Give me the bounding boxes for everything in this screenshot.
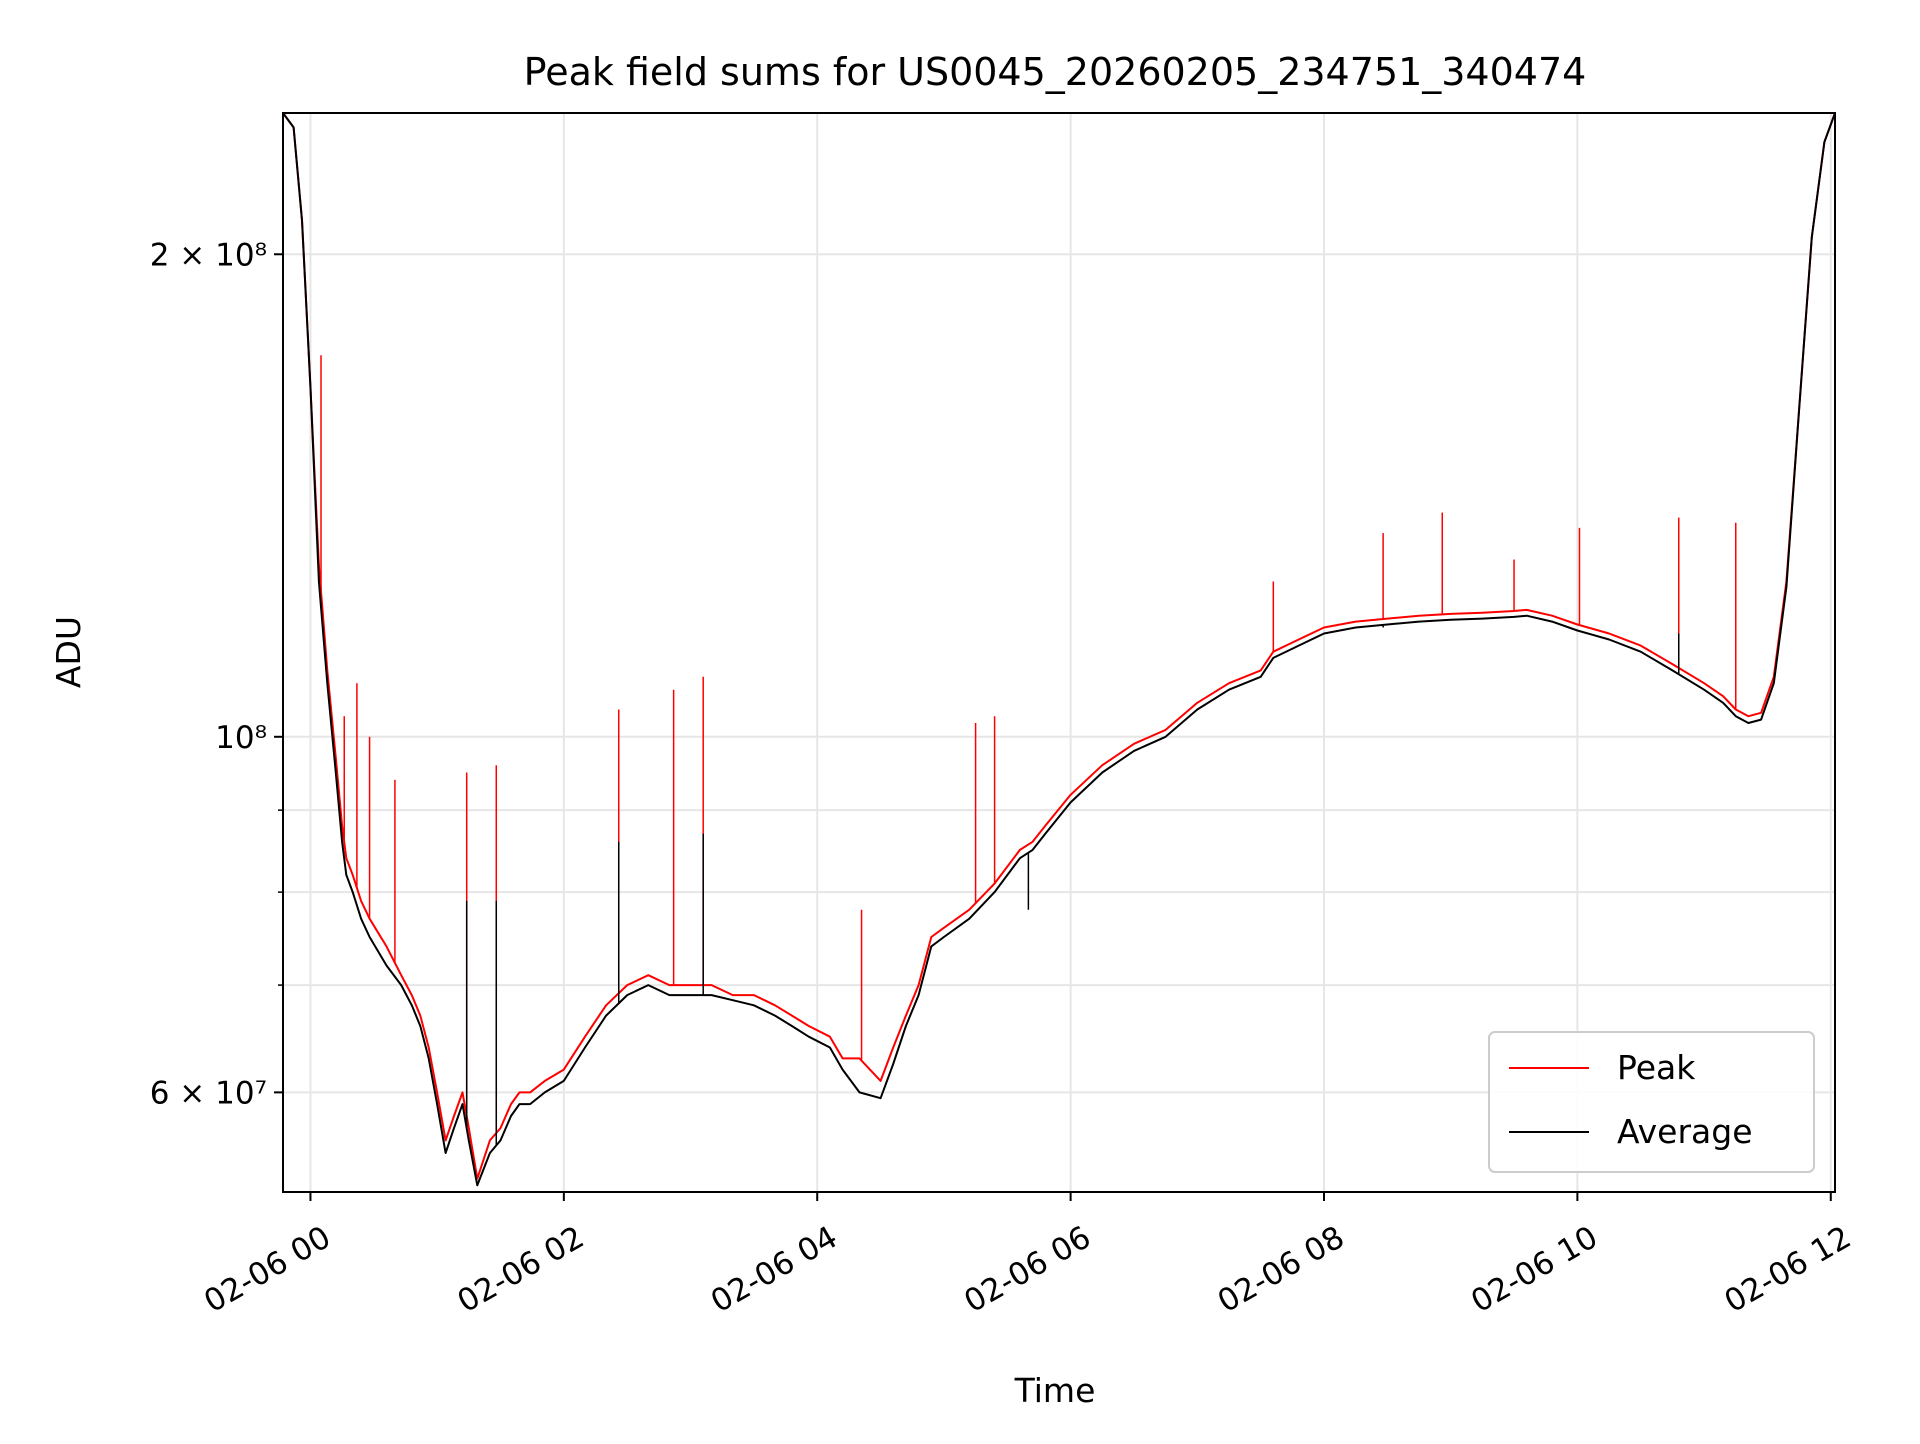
legend-label-peak: Peak [1617,1048,1696,1087]
x-axis-label: Time [1014,1371,1096,1410]
y-axis-label: ADU [49,616,88,688]
y-tick-label: 6 × 10⁷ [150,1075,267,1111]
y-tick-label: 2 × 10⁸ [150,237,267,273]
chart-title: Peak field sums for US0045_20260205_2347… [524,50,1587,94]
y-tick-label: 10⁸ [215,720,267,756]
series-line-average [282,112,1836,1187]
legend-label-average: Average [1617,1112,1753,1151]
axes-frame [282,112,1836,1193]
series-line-peak [282,112,1836,1180]
legend: Peak Average [1488,1031,1815,1173]
plot-area [282,112,1836,1187]
